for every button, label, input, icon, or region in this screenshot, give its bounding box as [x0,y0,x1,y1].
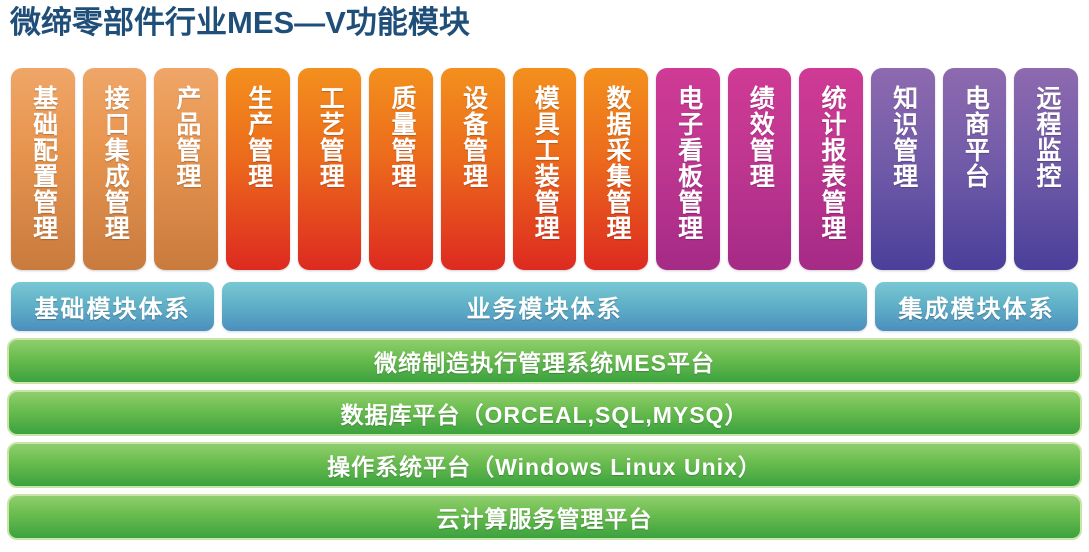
system-bar-label: 集成模块体系 [898,296,1055,323]
module-column-label: 接口集成管理 [101,85,130,241]
platform-bar[interactable]: 数据库平台（ORCEAL,SQL,MYSQ） [7,390,1082,436]
system-bar-label: 业务模块体系 [466,296,623,323]
module-column-label: 数据采集管理 [602,85,631,241]
system-bar-label: 基础模块体系 [34,296,191,323]
module-column[interactable]: 质量管理 [369,68,434,270]
module-column[interactable]: 基础配置管理 [11,68,75,270]
system-bar[interactable]: 业务模块体系 [222,282,867,331]
platform-bar-label: 数据库平台（ORCEAL,SQL,MYSQ） [340,402,749,428]
module-column[interactable]: 远程监控 [1014,68,1079,270]
module-column[interactable]: 接口集成管理 [82,68,147,270]
platform-bar[interactable]: 云计算服务管理平台 [7,494,1082,540]
module-column[interactable]: 生产管理 [226,68,290,270]
module-column-label: 统计报表管理 [817,85,846,241]
module-column-label: 远程监控 [1032,85,1061,189]
module-column-label: 电商平台 [961,85,990,189]
page-title: 微缔零部件行业MES—V功能模块 [10,5,470,40]
platform-bar[interactable]: 操作系统平台（Windows Linux Unix） [7,442,1082,488]
module-column-label: 质量管理 [387,85,416,189]
module-column[interactable]: 数据采集管理 [584,68,649,270]
module-column-label: 工艺管理 [316,85,345,189]
module-column[interactable]: 设备管理 [441,68,505,270]
module-column-label: 基础配置管理 [29,85,58,241]
system-bar-row: 基础模块体系 业务模块体系 集成模块体系 [11,282,1078,331]
module-column[interactable]: 统计报表管理 [799,68,864,270]
module-column-label: 模具工装管理 [531,85,560,241]
platform-bar-stack: 微缔制造执行管理系统MES平台数据库平台（ORCEAL,SQL,MYSQ） 操作系… [7,338,1082,546]
module-column-row: 基础配置管理 接口集成管理 产品管理 生产管理 工艺管理 质量管理 设备管理 模具工装管理 数据… [11,68,1079,270]
system-bar[interactable]: 集成模块体系 [875,282,1078,331]
platform-bar-label: 微缔制造执行管理系统MES平台 [374,350,715,376]
module-column[interactable]: 产品管理 [154,68,219,270]
platform-bar[interactable]: 微缔制造执行管理系统MES平台 [7,338,1082,384]
module-column[interactable]: 知识管理 [871,68,935,270]
module-column-label: 知识管理 [889,85,918,189]
module-column[interactable]: 电商平台 [942,68,1007,270]
module-column-label: 设备管理 [459,85,488,189]
module-column-label: 生产管理 [244,85,273,189]
module-column[interactable]: 工艺管理 [297,68,362,270]
platform-bar-label: 操作系统平台（Windows Linux Unix） [327,454,762,480]
platform-bar-label: 云计算服务管理平台 [436,506,653,532]
module-column[interactable]: 电子看板管理 [656,68,720,270]
module-column[interactable]: 模具工装管理 [512,68,577,270]
module-column[interactable]: 绩效管理 [727,68,792,270]
system-bar[interactable]: 基础模块体系 [11,282,214,331]
module-column-label: 绩效管理 [746,85,775,189]
module-column-label: 电子看板管理 [674,85,703,241]
module-column-label: 产品管理 [172,85,201,189]
